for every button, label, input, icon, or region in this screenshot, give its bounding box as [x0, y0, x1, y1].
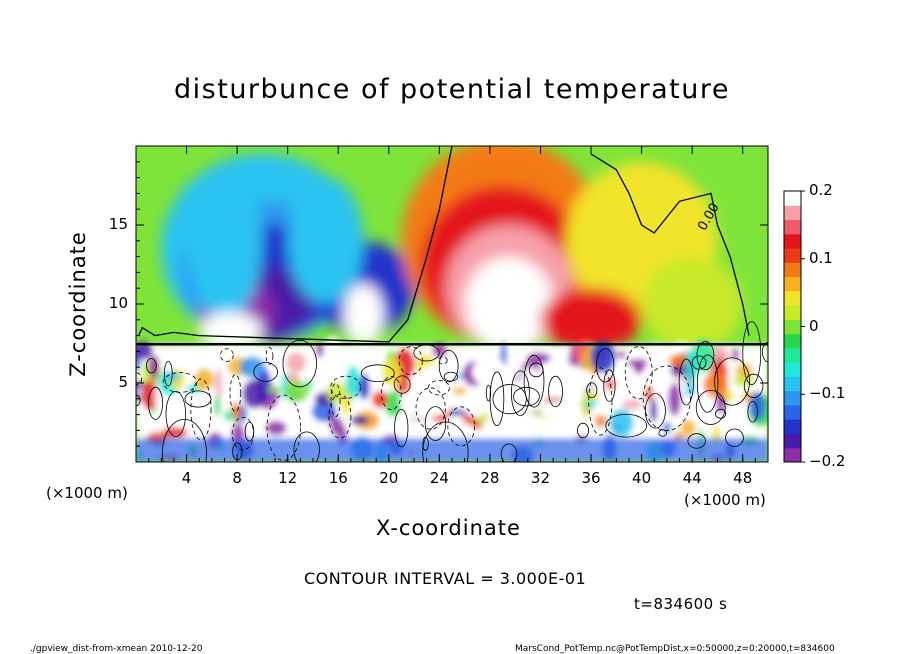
colorbar-tick-label: 0	[809, 316, 819, 335]
colorbar-segment	[784, 333, 801, 349]
colorbar-tick-label: −0.1	[809, 384, 846, 403]
x-tick-label: 32	[530, 469, 551, 487]
colorbar-tick-label: 0.1	[809, 248, 833, 267]
colorbar-segment	[784, 376, 801, 392]
heatmap-field	[136, 146, 768, 462]
footer-right: MarsCond_PotTemp.nc@PotTempDist,x=0:5000…	[515, 644, 835, 654]
colorbar-segment	[784, 433, 801, 449]
colorbar-segment	[784, 233, 801, 249]
colorbar-segment	[784, 319, 801, 335]
x-unit-label-left: (×1000 m)	[46, 484, 128, 502]
colorbar-segment	[784, 390, 801, 406]
x-tick-label: 40	[632, 469, 652, 487]
x-tick-label: 24	[429, 469, 449, 487]
colorbar-segment	[784, 347, 801, 363]
contour-interval-text: CONTOUR INTERVAL = 3.000E-01	[304, 569, 587, 588]
colorbar-segment	[784, 219, 801, 235]
colorbar-segment	[784, 205, 801, 221]
chart-title: disturbunce of potential temperature	[174, 74, 730, 105]
y-axis-ticks	[136, 161, 768, 447]
x-tick-label: 8	[232, 469, 242, 487]
x-axis-label: X-coordinate	[376, 516, 521, 540]
x-tick-label: 48	[733, 469, 753, 487]
colorbar-segment	[784, 404, 801, 420]
colorbar-segment	[784, 419, 801, 434]
footer-left: ./gpview_dist-from-xmean 2010-12-20	[30, 644, 203, 654]
x-axis-ticks	[148, 146, 756, 462]
zero-contour-right	[590, 153, 750, 336]
contour-lines: 0.00	[136, 146, 768, 462]
colorbar-segment	[784, 248, 801, 263]
y-axis-label: Z-coordinate	[66, 231, 90, 377]
colorbar-tick-label: −0.2	[809, 452, 846, 470]
x-unit-label-right: (×1000 m)	[684, 491, 766, 509]
x-tick-label: 16	[328, 469, 348, 487]
colorbar-segment	[784, 362, 801, 377]
x-tick-label: 4	[181, 469, 192, 487]
y-tick-label: 10	[108, 294, 128, 312]
colorbar	[783, 190, 805, 463]
zero-contour-left	[137, 146, 453, 343]
x-tick-label: 28	[480, 469, 500, 487]
x-tick-label: 20	[379, 469, 399, 487]
colorbar-segment	[784, 290, 801, 306]
time-annotation: t=834600 s	[634, 595, 728, 613]
colorbar-segment	[784, 262, 801, 278]
x-tick-label: 44	[682, 469, 702, 487]
y-tick-label: 5	[118, 373, 128, 391]
colorbar-segment	[784, 305, 801, 320]
x-tick-label: 12	[278, 469, 298, 487]
colorbar-segment	[784, 276, 801, 292]
colorbar-segment	[784, 191, 801, 206]
colorbar-tick-label: 0.2	[809, 181, 833, 199]
colorbar-segment	[784, 447, 801, 463]
y-tick-label: 15	[108, 215, 128, 233]
x-tick-label: 36	[581, 469, 601, 487]
